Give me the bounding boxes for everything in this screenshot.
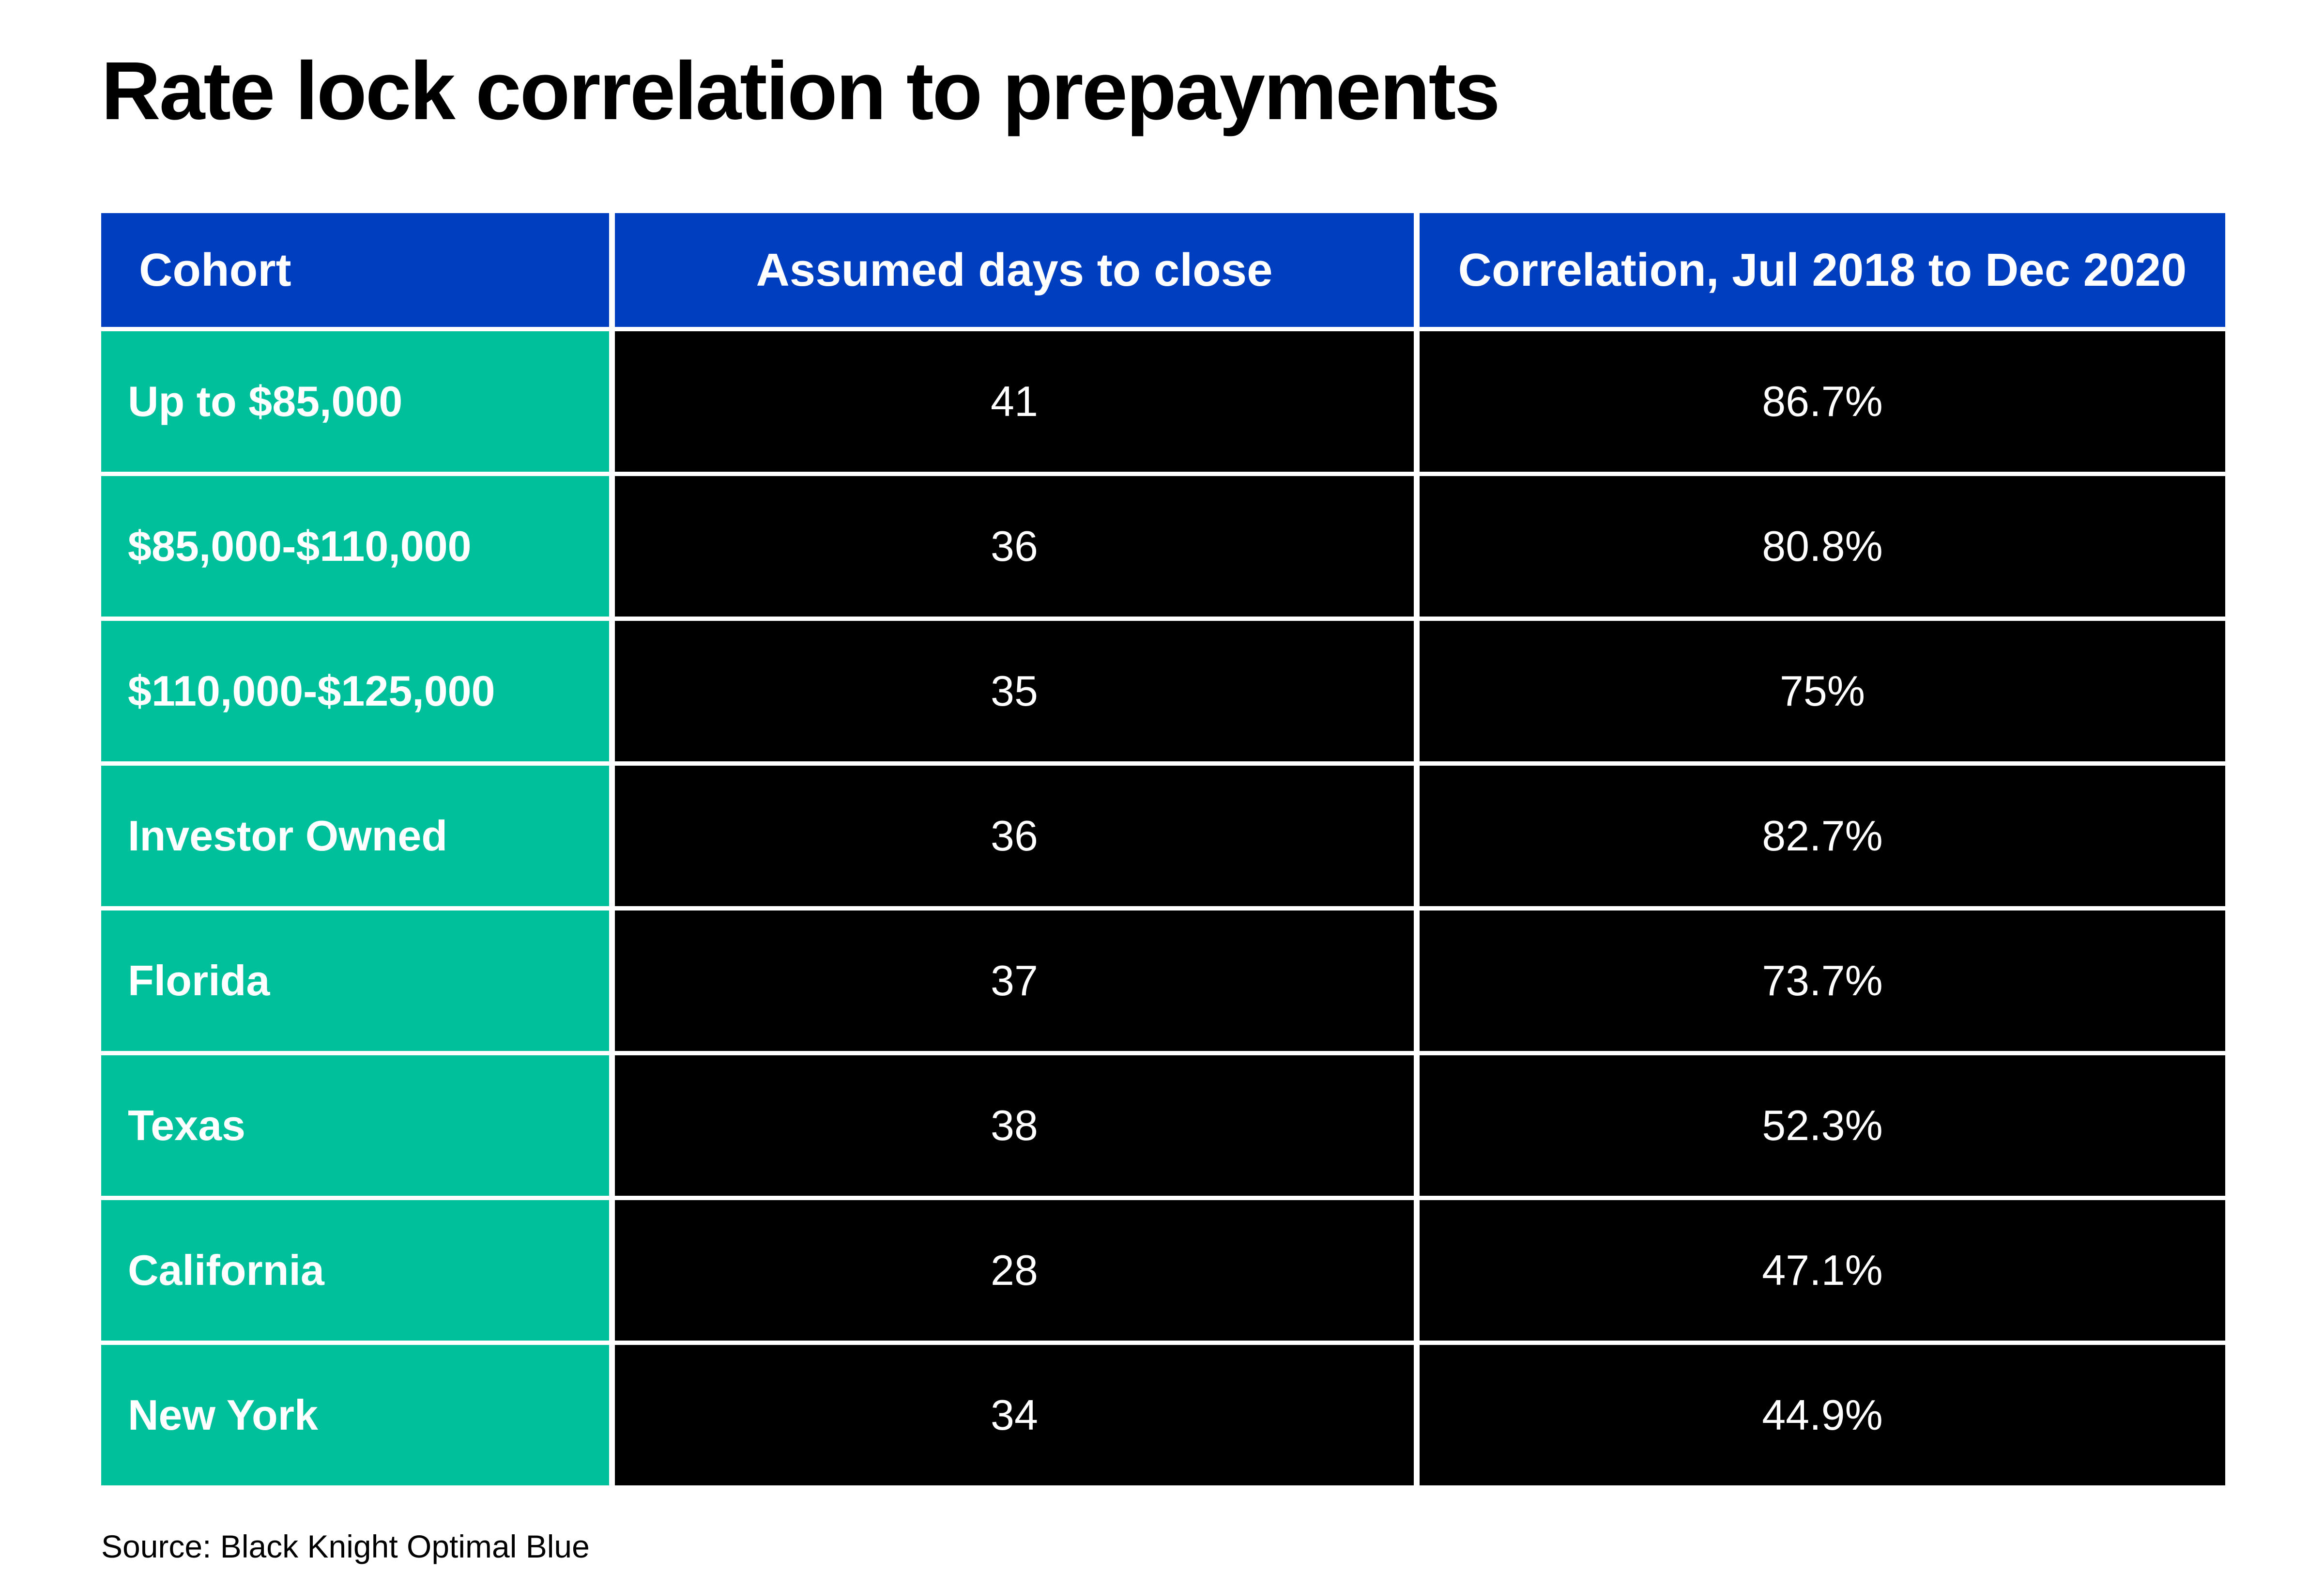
days-to-close-cell: 41 [615, 331, 1414, 472]
column-header-correlation: Correlation, Jul 2018 to Dec 2020 [1420, 213, 2225, 327]
source-note: Source: Black Knight Optimal Blue [101, 1528, 590, 1564]
correlation-cell: 52.3% [1420, 1055, 2225, 1196]
days-to-close-cell: 34 [615, 1345, 1414, 1485]
column-header-days-to-close: Assumed days to close [615, 213, 1414, 327]
cohort-cell: Florida [101, 910, 609, 1051]
cohort-cell: $110,000-$125,000 [101, 621, 609, 761]
days-to-close-cell: 36 [615, 476, 1414, 617]
days-to-close-cell: 36 [615, 766, 1414, 906]
cohort-cell: $85,000-$110,000 [101, 476, 609, 617]
correlation-cell: 73.7% [1420, 910, 2225, 1051]
cohort-cell: Up to $85,000 [101, 331, 609, 472]
cohort-cell: Texas [101, 1055, 609, 1196]
correlation-cell: 75% [1420, 621, 2225, 761]
chart-title: Rate lock correlation to prepayments [101, 45, 1500, 137]
cohort-cell: Investor Owned [101, 766, 609, 906]
correlation-cell: 80.8% [1420, 476, 2225, 617]
days-to-close-cell: 38 [615, 1055, 1414, 1196]
days-to-close-cell: 28 [615, 1200, 1414, 1341]
correlation-cell: 82.7% [1420, 766, 2225, 906]
cohort-cell: California [101, 1200, 609, 1341]
correlation-cell: 47.1% [1420, 1200, 2225, 1341]
column-header-cohort: Cohort [101, 213, 609, 327]
cohort-cell: New York [101, 1345, 609, 1485]
correlation-cell: 44.9% [1420, 1345, 2225, 1485]
days-to-close-cell: 35 [615, 621, 1414, 761]
days-to-close-cell: 37 [615, 910, 1414, 1051]
correlation-table: Cohort Assumed days to close Correlation… [101, 213, 2225, 1485]
correlation-cell: 86.7% [1420, 331, 2225, 472]
